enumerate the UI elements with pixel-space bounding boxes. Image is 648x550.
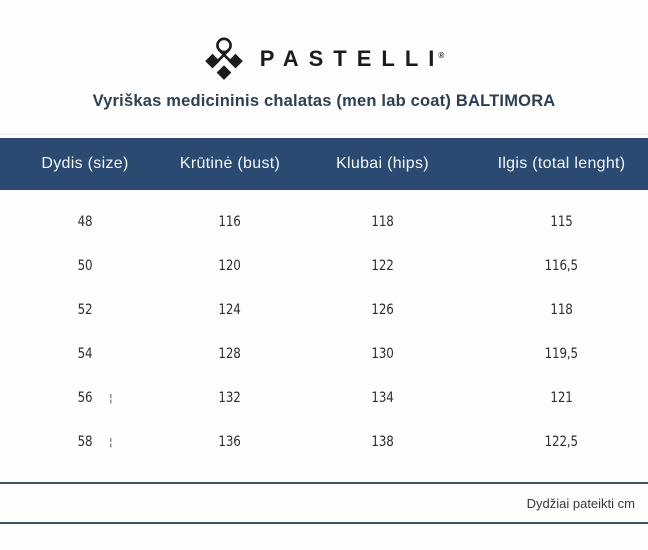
cell-value: 134	[371, 390, 394, 406]
cell-value: 122,5	[544, 434, 579, 450]
cell-value: 126	[371, 302, 394, 318]
cell-value: 48	[77, 214, 93, 230]
table-cell-length: 121	[475, 390, 648, 406]
column-header-size: Dydis (size)	[41, 155, 129, 172]
cell-value: 121	[550, 390, 573, 406]
table-row: 56 132 134 121 ¦	[0, 376, 648, 420]
table-cell-size: 52	[0, 302, 170, 318]
table-cell-length: 122,5	[475, 434, 648, 450]
cell-value: 118	[371, 214, 394, 230]
brand-name-text: PASTELLI	[259, 46, 445, 71]
units-footnote: Dydžiai pateikti cm	[526, 496, 635, 511]
table-row: 54 128 130 119,5	[0, 332, 648, 376]
registered-mark: ®	[438, 50, 445, 60]
product-title: Vyriškas medicininis chalatas (men lab c…	[92, 92, 556, 110]
cell-value: 119,5	[544, 346, 579, 362]
cell-value: 50	[77, 258, 93, 274]
column-header-hips: Klubai (hips)	[336, 155, 429, 172]
table-cell-bust: 120	[170, 258, 290, 274]
table-cell-length: 119,5	[475, 346, 648, 362]
table-cell-bust: 132	[170, 390, 290, 406]
table-cell-length: 115	[475, 214, 648, 230]
table-cell-bust: 128	[170, 346, 290, 362]
cell-value: 136	[218, 434, 242, 450]
cell-value: 118	[550, 302, 573, 318]
header-top-rule	[0, 133, 648, 135]
table-cell-size: 48	[0, 214, 170, 230]
table-cell-hips: 138	[290, 434, 475, 450]
table-cell-length: 116,5	[475, 258, 648, 274]
brand-name: PASTELLI®	[256, 46, 445, 72]
cell-value: 54	[77, 346, 93, 362]
table-cell-hips: 118	[290, 214, 475, 230]
cell-value: 128	[218, 346, 242, 362]
cell-value: 124	[218, 302, 242, 318]
footer-rule-top	[0, 482, 648, 484]
table-row: 48 116 118 115	[0, 200, 648, 244]
table-cell-bust: 124	[170, 302, 290, 318]
stray-mark: ¦	[109, 435, 113, 449]
cell-value: 56	[77, 390, 93, 406]
cell-value: 116	[218, 214, 242, 230]
table-cell-size: 50	[0, 258, 170, 274]
table-cell-length: 118	[475, 302, 648, 318]
cell-value: 115	[550, 214, 573, 230]
cell-value: 116,5	[544, 258, 579, 274]
cell-value: 58	[77, 434, 93, 450]
cell-value: 132	[218, 390, 242, 406]
table-cell-bust: 136	[170, 434, 290, 450]
table-cell-hips: 130	[290, 346, 475, 362]
table-cell-size: 58	[0, 434, 170, 450]
table-cell-size: 56	[0, 390, 170, 406]
table-cell-hips: 122	[290, 258, 475, 274]
cell-value: 122	[371, 258, 394, 274]
table-row: 52 124 126 118	[0, 288, 648, 332]
table-row: 58 136 138 122,5 ¦	[0, 420, 648, 464]
cell-value: 120	[218, 258, 242, 274]
column-header-bust: Krūtinė (bust)	[179, 155, 281, 172]
table-header-row: Dydis (size) Krūtinė (bust) Klubai (hips…	[0, 138, 648, 190]
table-cell-hips: 134	[290, 390, 475, 406]
table-row: 50 120 122 116,5	[0, 244, 648, 288]
brand-header: PASTELLI®	[0, 0, 648, 84]
table-rows: 48 116 118 115 50 120 122 116,5 52 124 126 118 54 128…	[0, 190, 648, 464]
cell-value: 138	[371, 434, 394, 450]
column-header-length: Ilgis (total lenght)	[497, 155, 626, 172]
footer-rule-bottom	[0, 522, 648, 524]
table-cell-size: 54	[0, 346, 170, 362]
table-cell-bust: 116	[170, 214, 290, 230]
cell-value: 52	[77, 302, 93, 318]
cell-value: 130	[371, 346, 394, 362]
table-cell-hips: 126	[290, 302, 475, 318]
stray-mark: ¦	[109, 391, 113, 405]
pastelli-knot-diamonds-icon	[204, 37, 243, 80]
